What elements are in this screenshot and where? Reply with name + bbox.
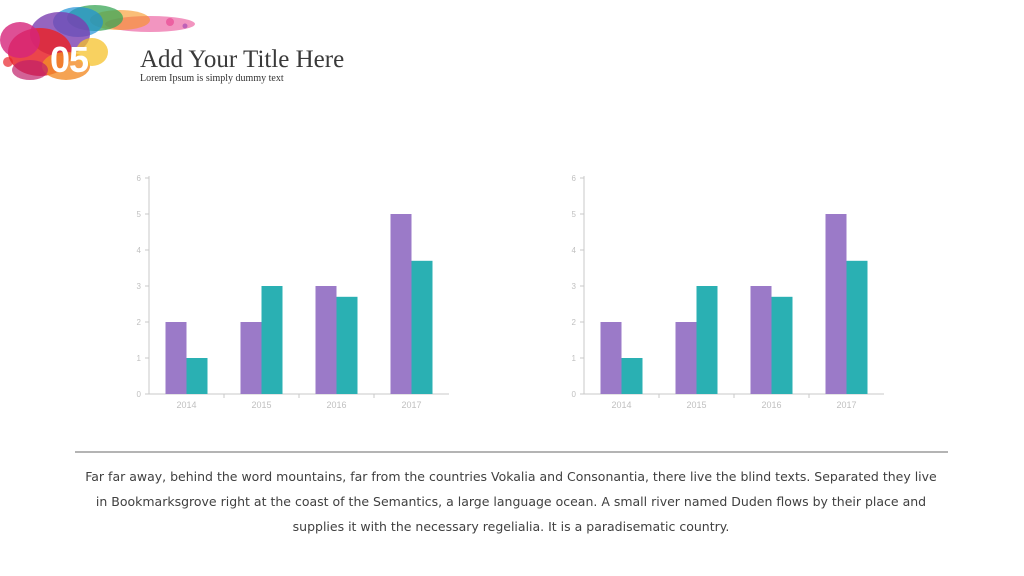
y-tick-label: 5 bbox=[572, 210, 577, 219]
x-tick-label: 2014 bbox=[611, 400, 631, 410]
y-tick-label: 1 bbox=[137, 354, 142, 363]
y-tick-label: 5 bbox=[137, 210, 142, 219]
bar-series-b bbox=[412, 261, 433, 394]
bar-series-a bbox=[241, 322, 262, 394]
bar-chart-right: 0 1 2 3 4 5 6 2014 2015 2016 2017 bbox=[560, 165, 890, 415]
divider-line bbox=[75, 451, 948, 453]
y-tick-label: 6 bbox=[137, 174, 142, 183]
bar-series-b bbox=[622, 358, 643, 394]
bar-series-b bbox=[187, 358, 208, 394]
y-tick-label: 4 bbox=[137, 246, 142, 255]
y-tick-label: 2 bbox=[137, 318, 142, 327]
x-tick-label: 2015 bbox=[251, 400, 271, 410]
y-tick-label: 3 bbox=[572, 282, 577, 291]
y-tick-label: 0 bbox=[572, 390, 577, 399]
bar-series-a bbox=[316, 286, 337, 394]
y-tick-label: 0 bbox=[137, 390, 142, 399]
bar-series-a bbox=[826, 214, 847, 394]
x-tick-label: 2016 bbox=[761, 400, 781, 410]
y-tick-label: 4 bbox=[572, 246, 577, 255]
bar-chart-left: 0 1 2 3 4 5 6 2014 2015 2016 2017 bbox=[125, 165, 455, 415]
bar-series-b bbox=[772, 297, 793, 394]
bar-series-b bbox=[697, 286, 718, 394]
x-tick-label: 2015 bbox=[686, 400, 706, 410]
bar-series-b bbox=[262, 286, 283, 394]
bar-series-a bbox=[391, 214, 412, 394]
bar-series-a bbox=[751, 286, 772, 394]
y-tick-label: 2 bbox=[572, 318, 577, 327]
y-tick-label: 1 bbox=[572, 354, 577, 363]
y-tick-label: 3 bbox=[137, 282, 142, 291]
page-subtitle: Lorem Ipsum is simply dummy text bbox=[140, 73, 284, 85]
section-number: 05 bbox=[50, 40, 88, 80]
bar-series-b bbox=[847, 261, 868, 394]
y-tick-label: 6 bbox=[572, 174, 577, 183]
x-tick-label: 2017 bbox=[401, 400, 421, 410]
x-tick-label: 2014 bbox=[176, 400, 196, 410]
x-tick-label: 2016 bbox=[326, 400, 346, 410]
body-paragraph: Far far away, behind the word mountains,… bbox=[80, 464, 942, 539]
bar-series-a bbox=[676, 322, 697, 394]
x-tick-label: 2017 bbox=[836, 400, 856, 410]
bar-series-a bbox=[166, 322, 187, 394]
page-title: Add Your Title Here bbox=[140, 46, 344, 74]
bar-series-a bbox=[601, 322, 622, 394]
bar-series-b bbox=[337, 297, 358, 394]
